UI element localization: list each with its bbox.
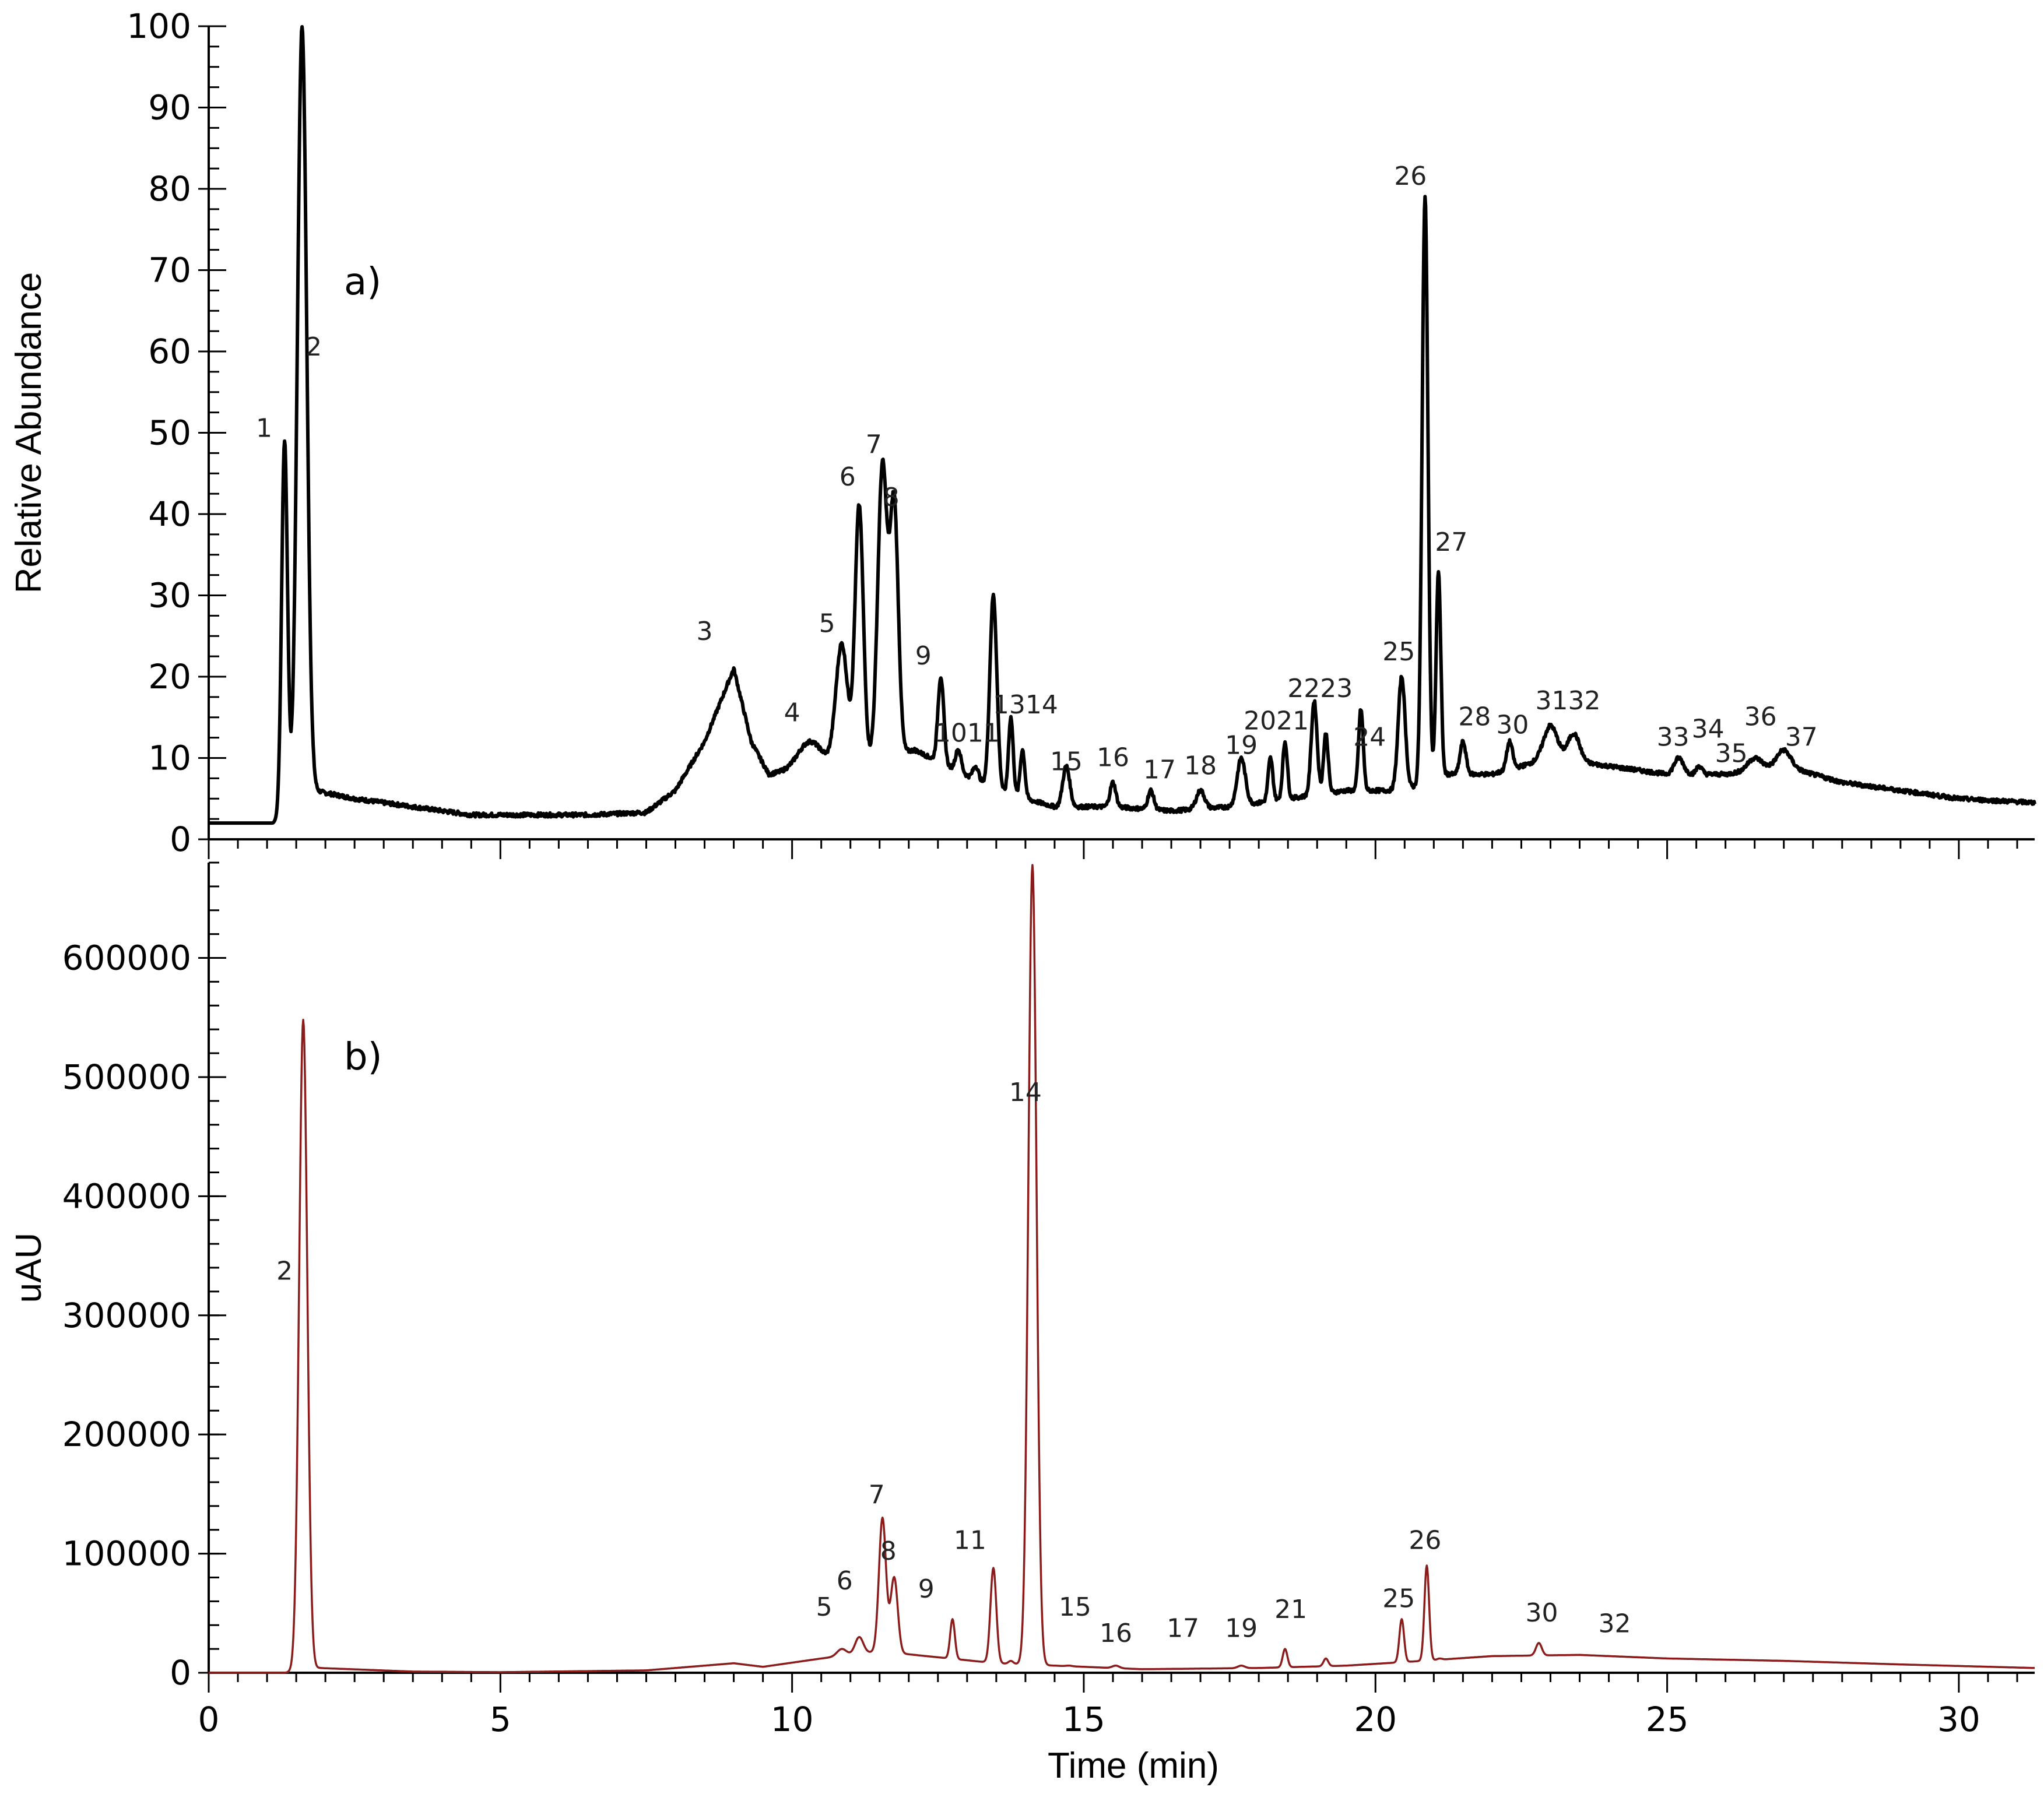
x-tick-label: 10 [771, 1700, 814, 1739]
peak-label: 5 [816, 1592, 833, 1622]
peak-label: 1 [256, 413, 272, 443]
y-tick-label: 0 [170, 819, 191, 859]
peak-label: 33 [1657, 723, 1690, 752]
peak-label: 26 [1394, 161, 1427, 191]
peak-label: 32 [1599, 1609, 1631, 1639]
y-tick-label: 40 [148, 494, 191, 534]
panel-b-uv-chromatogram: 0 100000 200000 300000 400000 500000 600000 0 5 1… [9, 861, 2035, 1786]
peak-label: 28 [1458, 702, 1491, 732]
peak-label: 18 [1184, 751, 1217, 780]
x-tick-label: 20 [1354, 1700, 1397, 1739]
peak-label: 1011 [935, 719, 1000, 748]
peak-label: 34 [1692, 715, 1725, 744]
y-tick-label: 50 [148, 413, 191, 453]
y-tick-label: 90 [148, 88, 191, 128]
peak-label: 5 [819, 608, 835, 638]
y-tick-label: 100000 [62, 1534, 191, 1574]
peak-label: 11 [954, 1525, 986, 1555]
peak-label: 14 [1009, 1078, 1042, 1107]
y-tick-label: 70 [148, 251, 191, 290]
uv-trace-line [208, 864, 2035, 1674]
peak-label: 2223 [1287, 674, 1353, 703]
peak-label: 24 [1353, 723, 1386, 752]
y-axis-title: Relative Abundance [9, 272, 49, 594]
peak-label: 25 [1382, 1584, 1415, 1614]
x-tick-label: 30 [1937, 1700, 1980, 1739]
peak-label: 6 [837, 1566, 853, 1596]
y-tick-label: 400000 [62, 1176, 191, 1216]
x-tick-label: 0 [198, 1700, 220, 1739]
peak-label: 3 [697, 617, 713, 646]
peak-label: 2 [305, 332, 322, 362]
peak-label: 37 [1785, 723, 1818, 752]
peak-label: 2 [276, 1256, 293, 1286]
peak-label: 17 [1143, 755, 1176, 785]
x-tick-label: 5 [490, 1700, 511, 1739]
peak-label: 4 [784, 698, 800, 728]
peak-label: 2021 [1244, 706, 1309, 736]
peak-label: 8 [880, 1536, 897, 1566]
peak-label: 19 [1225, 731, 1258, 761]
x-axis-title: Time (min) [1048, 1746, 1219, 1786]
y-tick-label: 0 [170, 1653, 191, 1693]
peak-label: 17 [1167, 1614, 1199, 1644]
peak-label: 15 [1050, 747, 1083, 776]
peak-label: 26 [1409, 1525, 1441, 1555]
y-tick-label: 200000 [62, 1415, 191, 1454]
peak-label: 16 [1097, 743, 1129, 772]
peak-label: 16 [1100, 1619, 1132, 1648]
peak-label: 9 [918, 1574, 935, 1604]
peak-label: 19 [1225, 1614, 1258, 1644]
peak-label: 9 [915, 641, 932, 671]
x-tick-label: 15 [1062, 1700, 1105, 1739]
y-tick-label: 10 [148, 738, 191, 778]
peak-label: 27 [1435, 527, 1467, 557]
peak-label: 8 [883, 483, 900, 512]
peak-label: 7 [869, 1480, 885, 1510]
peak-label: 36 [1744, 702, 1777, 732]
panel-a-ms-chromatogram: 0102030405060708090100123456789101113141… [9, 6, 2036, 859]
peak-label: 30 [1496, 710, 1529, 740]
y-tick-label: 20 [148, 657, 191, 697]
peak-label: 30 [1525, 1598, 1558, 1628]
y-tick-label: 600000 [62, 938, 191, 978]
peak-label: 35 [1715, 738, 1748, 768]
ms-trace-line [208, 25, 2036, 825]
y-tick-label: 60 [148, 332, 191, 371]
peak-label: 6 [840, 462, 856, 492]
peak-label: 15 [1059, 1592, 1091, 1622]
y-tick-label: 30 [148, 576, 191, 615]
peak-label: 1314 [993, 690, 1058, 720]
peak-label: 3132 [1535, 686, 1600, 716]
peak-label: 7 [866, 430, 882, 459]
panel-label: b) [344, 1036, 382, 1079]
y-tick-label: 500000 [62, 1057, 191, 1097]
y-tick-label: 80 [148, 169, 191, 209]
panel-label: a) [344, 261, 381, 304]
y-tick-label: 300000 [62, 1296, 191, 1335]
y-tick-label: 100 [127, 6, 191, 46]
x-tick-label: 25 [1646, 1700, 1689, 1739]
peak-label: 25 [1382, 637, 1415, 667]
y-axis-title: uAU [9, 1233, 49, 1303]
peak-label: 21 [1274, 1595, 1307, 1624]
